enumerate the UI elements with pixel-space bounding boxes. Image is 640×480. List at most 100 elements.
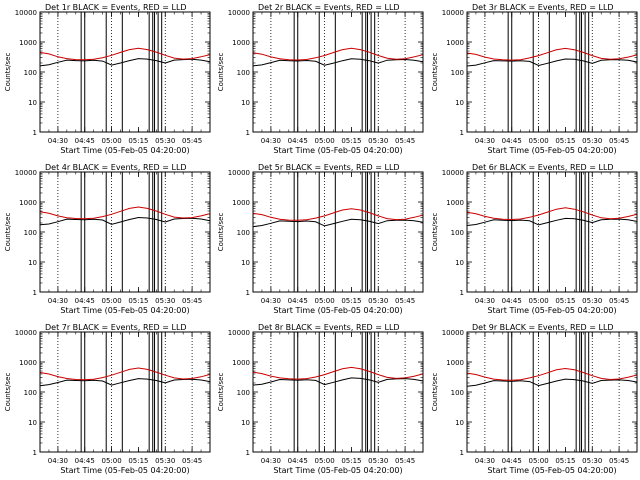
x-tick-label: 05:00: [528, 457, 548, 465]
y-tick-label: 10000: [442, 169, 464, 177]
y-tick-label: 1: [33, 449, 37, 457]
y-tick-label: 1: [460, 289, 464, 297]
x-tick-label: 05:30: [155, 137, 175, 145]
y-tick-label: 1000: [446, 39, 464, 47]
y-tick-label: 1000: [232, 39, 250, 47]
series-line-lld: [466, 207, 638, 221]
y-tick-label: 100: [451, 229, 464, 237]
plot-title: Det 4r BLACK = Events, RED = LLD: [45, 163, 187, 172]
series-line-lld: [39, 206, 211, 220]
x-tick-label: 04:30: [48, 297, 68, 305]
x-tick-label: 05:15: [341, 297, 361, 305]
y-tick-label: 10: [28, 99, 37, 107]
x-tick-label: 04:30: [261, 137, 281, 145]
y-tick-label: 1000: [446, 199, 464, 207]
series-line-events: [252, 377, 424, 386]
y-axis-label: Counts/sec: [4, 213, 12, 252]
y-axis-label: Counts/sec: [4, 373, 12, 412]
detector-plot-2: Det 2r BLACK = Events, RED = LLD Counts/s…: [217, 3, 424, 155]
y-tick-label: 1000: [232, 359, 250, 367]
x-axis-label: Start Time (05-Feb-05 04:20:00): [273, 146, 402, 155]
x-tick-label: 05:15: [341, 137, 361, 145]
x-axis-label: Start Time (05-Feb-05 04:20:00): [60, 466, 189, 475]
plot-frame: [252, 171, 424, 293]
y-axis-label: Counts/sec: [431, 373, 439, 412]
x-tick-label: 05:30: [368, 297, 388, 305]
x-tick-label: 05:15: [555, 457, 575, 465]
detector-plot-6: Det 6r BLACK = Events, RED = LLD Counts/s…: [431, 163, 638, 315]
x-tick-label: 05:45: [395, 137, 415, 145]
x-tick-label: 05:00: [528, 297, 548, 305]
y-tick-label: 1: [460, 129, 464, 137]
y-tick-label: 1000: [232, 199, 250, 207]
x-tick-label: 05:15: [128, 297, 148, 305]
y-tick-label: 10: [455, 99, 464, 107]
x-tick-label: 05:30: [582, 137, 602, 145]
x-tick-label: 05:30: [155, 297, 175, 305]
detector-plot-8: Det 8r BLACK = Events, RED = LLD Counts/s…: [217, 323, 424, 475]
series-line-events: [466, 217, 638, 226]
x-tick-label: 04:30: [261, 457, 281, 465]
x-tick-label: 05:00: [528, 137, 548, 145]
series-line-lld: [252, 208, 424, 221]
y-tick-label: 10: [455, 259, 464, 267]
x-axis-label: Start Time (05-Feb-05 04:20:00): [60, 306, 189, 315]
plot-frame: [39, 331, 211, 453]
series-line-lld: [39, 47, 211, 61]
detector-plot-5: Det 5r BLACK = Events, RED = LLD Counts/s…: [217, 163, 424, 315]
y-tick-label: 100: [24, 69, 37, 77]
x-axis-label: Start Time (05-Feb-05 04:20:00): [487, 466, 616, 475]
x-tick-label: 04:45: [288, 297, 308, 305]
x-tick-label: 04:30: [475, 137, 495, 145]
series-line-lld: [252, 47, 424, 61]
x-tick-label: 04:45: [75, 137, 95, 145]
plot-title: Det 2r BLACK = Events, RED = LLD: [258, 3, 400, 12]
x-tick-label: 04:45: [288, 137, 308, 145]
x-tick-label: 04:30: [48, 137, 68, 145]
y-tick-label: 100: [24, 229, 37, 237]
x-tick-label: 05:30: [368, 137, 388, 145]
series-line-lld: [466, 47, 638, 61]
y-axis-label: Counts/sec: [431, 53, 439, 92]
x-tick-label: 04:45: [502, 457, 522, 465]
detector-plot-9: Det 9r BLACK = Events, RED = LLD Counts/s…: [431, 323, 638, 475]
plot-frame: [466, 11, 638, 133]
plot-title: Det 5r BLACK = Events, RED = LLD: [258, 163, 400, 172]
y-tick-label: 10000: [442, 329, 464, 337]
x-axis-label: Start Time (05-Feb-05 04:20:00): [60, 146, 189, 155]
x-tick-label: 05:00: [101, 137, 121, 145]
plot-title: Det 1r BLACK = Events, RED = LLD: [45, 3, 187, 12]
y-tick-label: 10: [241, 419, 250, 427]
y-tick-label: 10: [28, 259, 37, 267]
detector-plot-3: Det 3r BLACK = Events, RED = LLD Counts/s…: [431, 3, 638, 155]
y-tick-label: 100: [237, 229, 250, 237]
y-tick-label: 1: [33, 289, 37, 297]
series-line-events: [466, 378, 638, 387]
y-tick-label: 10000: [15, 329, 37, 337]
y-tick-label: 10000: [228, 169, 250, 177]
x-axis-label: Start Time (05-Feb-05 04:20:00): [487, 146, 616, 155]
x-tick-label: 05:15: [128, 137, 148, 145]
series-line-events: [252, 218, 424, 228]
y-tick-label: 10000: [442, 9, 464, 17]
y-tick-label: 1000: [446, 359, 464, 367]
x-tick-label: 04:45: [502, 137, 522, 145]
y-tick-label: 10: [241, 259, 250, 267]
x-tick-label: 05:00: [314, 137, 334, 145]
y-axis-label: Counts/sec: [217, 53, 225, 92]
x-tick-label: 05:00: [314, 457, 334, 465]
y-axis-label: Counts/sec: [217, 373, 225, 412]
x-tick-label: 05:30: [582, 457, 602, 465]
x-tick-label: 04:45: [75, 297, 95, 305]
x-tick-label: 04:30: [475, 457, 495, 465]
x-tick-label: 05:15: [555, 137, 575, 145]
x-axis-label: Start Time (05-Feb-05 04:20:00): [273, 466, 402, 475]
y-tick-label: 10: [455, 419, 464, 427]
y-tick-label: 1000: [19, 199, 37, 207]
series-line-lld: [39, 367, 211, 381]
x-tick-label: 05:00: [314, 297, 334, 305]
plot-frame: [252, 11, 424, 133]
y-tick-label: 1: [246, 289, 250, 297]
x-axis-label: Start Time (05-Feb-05 04:20:00): [487, 306, 616, 315]
